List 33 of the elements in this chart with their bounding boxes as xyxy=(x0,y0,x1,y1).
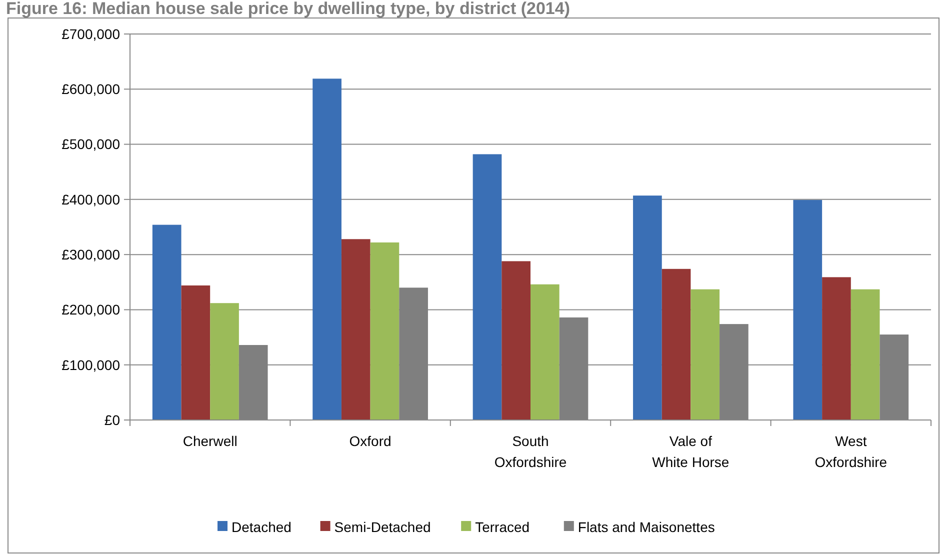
bar xyxy=(210,303,239,420)
x-tick-label: Vale of White Horse xyxy=(652,433,730,470)
bar xyxy=(312,78,342,420)
legend-label: Terraced xyxy=(475,518,530,535)
bar xyxy=(690,289,720,420)
bar xyxy=(633,196,662,420)
legend-label: Semi-Detached xyxy=(334,518,431,535)
bar xyxy=(370,242,400,420)
bar xyxy=(822,277,851,420)
legend-label: Detached xyxy=(232,518,292,535)
bar xyxy=(662,268,691,420)
y-tick-label: £700,000 xyxy=(62,26,120,42)
x-tick-label: Cherwell xyxy=(182,433,238,449)
bar xyxy=(502,261,530,420)
chart-title: Figure 16: Median house sale price by dwelling type, by district (2014) xyxy=(6,0,570,18)
bar xyxy=(793,200,822,420)
bar xyxy=(152,224,182,420)
bar xyxy=(341,239,370,420)
y-tick-label: £300,000 xyxy=(62,246,120,262)
x-tick-label: West Oxfordshire xyxy=(814,433,888,470)
bar xyxy=(181,285,210,420)
x-tick-label: South Oxfordshire xyxy=(494,433,567,470)
bar xyxy=(530,284,560,420)
x-tick-label: Oxford xyxy=(349,433,392,449)
y-tick-label: £100,000 xyxy=(62,356,120,373)
y-tick-label: £600,000 xyxy=(62,81,120,98)
y-tick-label: £0 xyxy=(104,412,120,428)
bar xyxy=(850,289,880,420)
bar xyxy=(472,154,502,420)
legend-label: Flats and Maisonettes xyxy=(578,518,715,535)
y-tick-label: £200,000 xyxy=(62,302,120,318)
y-tick-label: £500,000 xyxy=(62,136,120,152)
y-tick-label: £400,000 xyxy=(62,191,120,208)
